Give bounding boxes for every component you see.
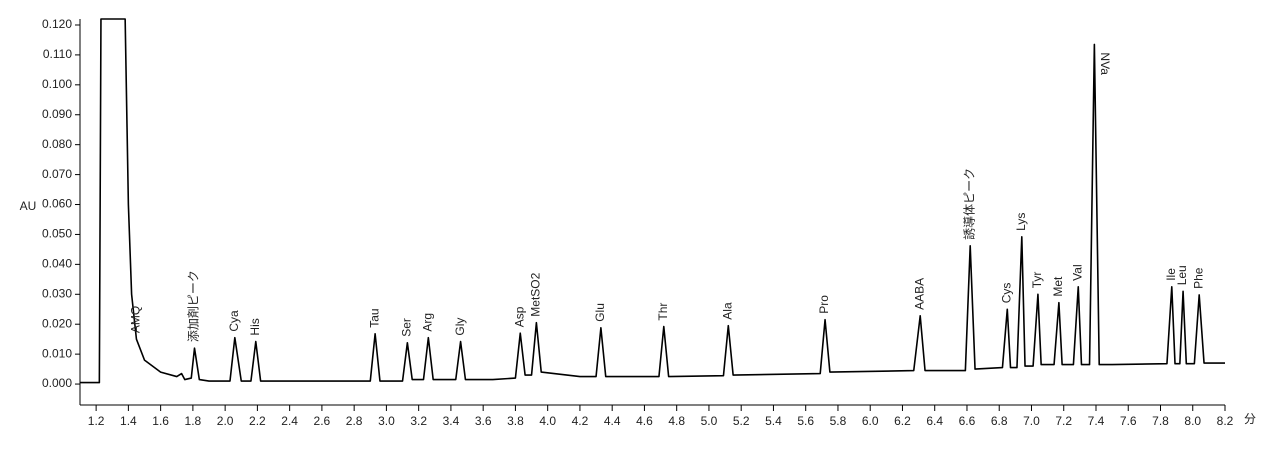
x-tick-label: 5.6	[797, 414, 814, 428]
y-tick-label: 0.010	[42, 346, 72, 360]
x-tick-label: 6.8	[991, 414, 1008, 428]
x-tick-label: 4.0	[539, 414, 556, 428]
y-tick-label: 0.030	[42, 286, 72, 300]
x-tick-label: 5.4	[765, 414, 782, 428]
peak-label: Lys	[1014, 213, 1028, 231]
y-tick-label: 0.090	[42, 107, 72, 121]
x-tick-label: 3.6	[475, 414, 492, 428]
x-tick-label: 1.4	[120, 414, 137, 428]
x-tick-label: 6.4	[926, 414, 943, 428]
x-tick-label: 4.2	[572, 414, 589, 428]
y-tick-label: 0.080	[42, 137, 72, 151]
x-tick-label: 3.2	[410, 414, 427, 428]
peak-label: Asp	[512, 306, 526, 327]
peak-label: Ala	[720, 302, 734, 320]
x-tick-label: 7.0	[1023, 414, 1040, 428]
peak-label: AMQ	[129, 306, 143, 333]
peak-label: 誘導体ピーク	[962, 168, 976, 240]
peak-label: Pro	[817, 295, 831, 314]
y-tick-label: 0.040	[42, 257, 72, 271]
x-tick-label: 8.0	[1184, 414, 1201, 428]
y-tick-label: 0.120	[42, 17, 72, 31]
y-tick-label: 0.070	[42, 167, 72, 181]
peak-label: Glu	[593, 303, 607, 322]
x-tick-label: 6.6	[959, 414, 976, 428]
y-tick-label: 0.100	[42, 77, 72, 91]
peak-label: Ser	[400, 318, 414, 337]
peak-label: Cya	[227, 310, 241, 332]
peak-label: Phe	[1191, 267, 1205, 289]
y-tick-label: 0.020	[42, 316, 72, 330]
y-tick-label: 0.000	[42, 376, 72, 390]
trace	[80, 18, 1225, 384]
x-tick-label: 7.2	[1055, 414, 1072, 428]
y-tick-label: 0.060	[42, 197, 72, 211]
y-tick-label: 0.050	[42, 227, 72, 241]
peak-label: Leu	[1175, 265, 1189, 285]
peak-label: 添加剤ピーク	[186, 270, 201, 342]
x-tick-label: 2.0	[217, 414, 234, 428]
x-tick-label: 7.6	[1120, 414, 1137, 428]
x-tick-label: 2.2	[249, 414, 266, 428]
x-tick-label: 2.4	[281, 414, 298, 428]
peak-label: Thr	[656, 303, 670, 321]
x-tick-label: 5.2	[733, 414, 750, 428]
peak-label: Arg	[421, 313, 435, 332]
x-tick-label: 3.0	[378, 414, 395, 428]
peak-label: Tau	[367, 308, 381, 327]
x-tick-label: 4.8	[668, 414, 685, 428]
x-tick-label: 2.6	[314, 414, 331, 428]
peak-label: Ile	[1164, 268, 1178, 281]
y-tick-label: 0.110	[43, 47, 72, 61]
peak-label: Cys	[999, 283, 1013, 304]
x-tick-label: 3.4	[443, 414, 460, 428]
peak-label: AABA	[912, 278, 926, 310]
peak-label: Val	[1070, 264, 1084, 280]
peak-label: MetSO2	[529, 272, 543, 316]
peak-label: Met	[1051, 276, 1065, 297]
x-tick-label: 5.0	[701, 414, 718, 428]
x-tick-label: 1.2	[88, 414, 105, 428]
x-tick-label: 1.6	[152, 414, 169, 428]
peak-label: His	[248, 318, 262, 335]
peak-label: Tyr	[1030, 272, 1044, 289]
x-tick-label: 4.6	[636, 414, 653, 428]
x-tick-label: 6.2	[894, 414, 911, 428]
x-tick-label: 6.0	[862, 414, 879, 428]
x-tick-label: 8.2	[1217, 414, 1234, 428]
x-tick-label: 7.8	[1152, 414, 1169, 428]
y-axis-label: AU	[20, 199, 37, 213]
peak-label: Gly	[453, 318, 467, 336]
peak-label: NVa	[1098, 52, 1112, 75]
x-tick-label: 2.8	[346, 414, 363, 428]
x-tick-label: 7.4	[1088, 414, 1105, 428]
x-axis-label: 分	[1244, 412, 1256, 426]
x-tick-label: 4.4	[604, 414, 621, 428]
x-tick-label: 5.8	[830, 414, 847, 428]
x-tick-label: 1.8	[185, 414, 202, 428]
x-tick-label: 3.8	[507, 414, 524, 428]
